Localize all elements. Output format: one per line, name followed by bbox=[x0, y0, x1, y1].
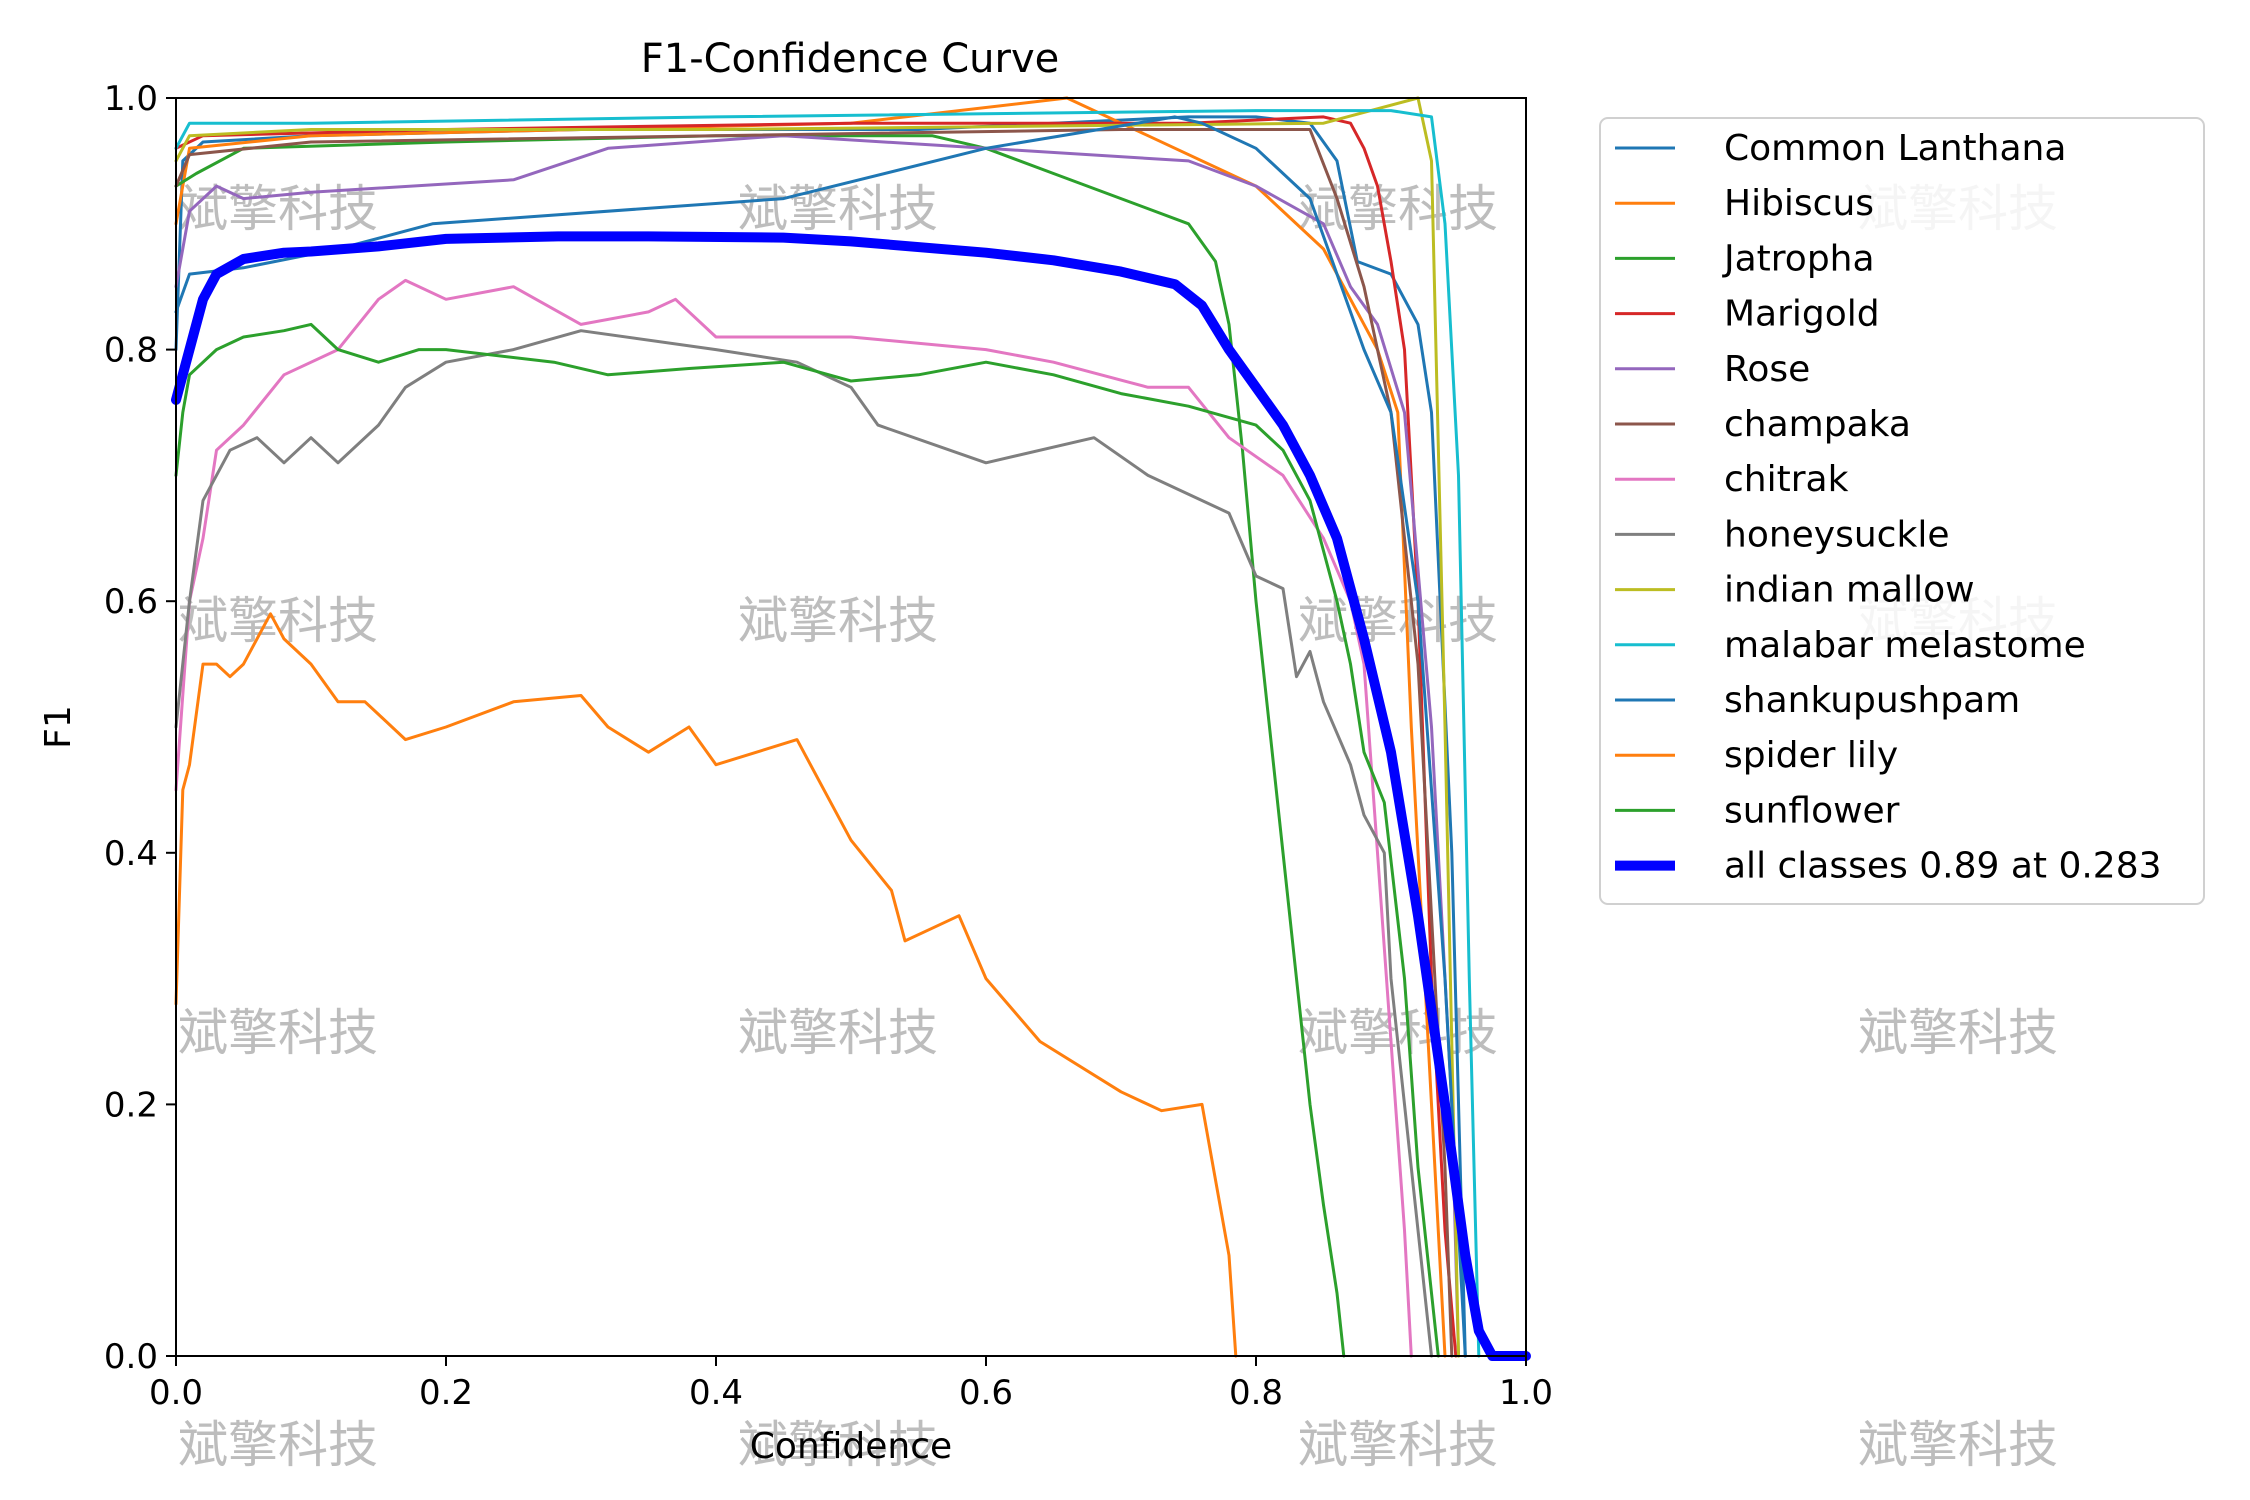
legend-label: Jatropha bbox=[1722, 238, 1875, 279]
y-tick-label: 1.0 bbox=[104, 79, 158, 119]
series-line-13 bbox=[171, 231, 1531, 1361]
y-axis-ticks: 0.0 0.2 0.4 0.6 0.8 1.0 bbox=[104, 79, 176, 1377]
watermark-text: 斌擎科技 bbox=[738, 1416, 938, 1474]
legend-label: Marigold bbox=[1724, 294, 1880, 335]
x-tick-label: 1.0 bbox=[1499, 1373, 1553, 1413]
watermark-text: 斌擎科技 bbox=[178, 1416, 378, 1474]
x-tick-label: 0.0 bbox=[149, 1373, 203, 1413]
watermark-text: 斌擎科技 bbox=[1298, 592, 1498, 650]
x-axis-ticks: 0.0 0.2 0.4 0.6 0.8 1.0 bbox=[149, 1356, 1553, 1413]
y-tick-label: 0.8 bbox=[104, 331, 158, 371]
series-line-5 bbox=[174, 128, 1454, 1358]
y-tick-label: 0.6 bbox=[104, 582, 158, 622]
legend-label: all classes 0.89 at 0.283 bbox=[1724, 846, 2162, 887]
x-tick-label: 0.6 bbox=[959, 1373, 1013, 1413]
legend-label: spider lily bbox=[1724, 735, 1898, 776]
legend-label: malabar melastome bbox=[1724, 625, 2086, 666]
x-tick-label: 0.4 bbox=[689, 1373, 743, 1413]
legend-frame bbox=[1599, 117, 2205, 905]
x-tick-label: 0.8 bbox=[1229, 1373, 1283, 1413]
watermark-text: 斌擎科技 bbox=[1298, 1416, 1498, 1474]
watermark-text: 斌擎科技 bbox=[1858, 1004, 2058, 1062]
series-line-8 bbox=[174, 96, 1460, 1358]
plot-area: 0.0 0.2 0.4 0.6 0.8 1.0 0.0 0.2 0.4 0.6 0.8 1.0 bbox=[104, 79, 1553, 1413]
series-line-12 bbox=[174, 322, 1440, 1358]
legend-label: honeysuckle bbox=[1724, 514, 1949, 555]
y-axis-label: F1 bbox=[38, 705, 79, 749]
y-tick-label: 0.0 bbox=[104, 1337, 158, 1377]
plot-frame bbox=[175, 97, 1527, 1357]
series-line-9 bbox=[174, 109, 1481, 1358]
watermark-text: 斌擎科技 bbox=[1858, 1416, 2058, 1474]
legend-label: chitrak bbox=[1724, 459, 1849, 500]
x-tick-label: 0.2 bbox=[419, 1373, 473, 1413]
series-layer bbox=[171, 96, 1531, 1361]
watermark-text: 斌擎科技 bbox=[738, 1004, 938, 1062]
chart-title: F1-Confidence Curve bbox=[641, 36, 1060, 82]
series-line-11 bbox=[174, 612, 1238, 1358]
series-line-7 bbox=[174, 329, 1433, 1358]
legend-label: sunflower bbox=[1724, 790, 1900, 831]
watermark-text: 斌擎科技 bbox=[1298, 180, 1498, 238]
y-tick-label: 0.4 bbox=[104, 834, 158, 874]
legend-label: indian mallow bbox=[1724, 570, 1975, 611]
watermark-text: 斌擎科技 bbox=[178, 592, 378, 650]
legend-label: Rose bbox=[1724, 349, 1810, 390]
legend-label: Common Lanthana bbox=[1724, 128, 2066, 169]
legend-label: shankupushpam bbox=[1724, 680, 2020, 721]
watermark-text: 斌擎科技 bbox=[738, 592, 938, 650]
y-tick-label: 0.2 bbox=[104, 1085, 158, 1125]
series-line-1 bbox=[174, 96, 1447, 1358]
watermark-text: 斌擎科技 bbox=[738, 180, 938, 238]
legend: Common Lanthana Hibiscus Jatropha Marigold R… bbox=[1599, 117, 2205, 905]
legend-label: Hibiscus bbox=[1724, 183, 1874, 224]
x-axis-label: Confidence bbox=[750, 1426, 952, 1467]
watermark-text: 斌擎科技 bbox=[178, 1004, 378, 1062]
series-line-4 bbox=[174, 134, 1460, 1358]
legend-label: champaka bbox=[1724, 404, 1911, 445]
